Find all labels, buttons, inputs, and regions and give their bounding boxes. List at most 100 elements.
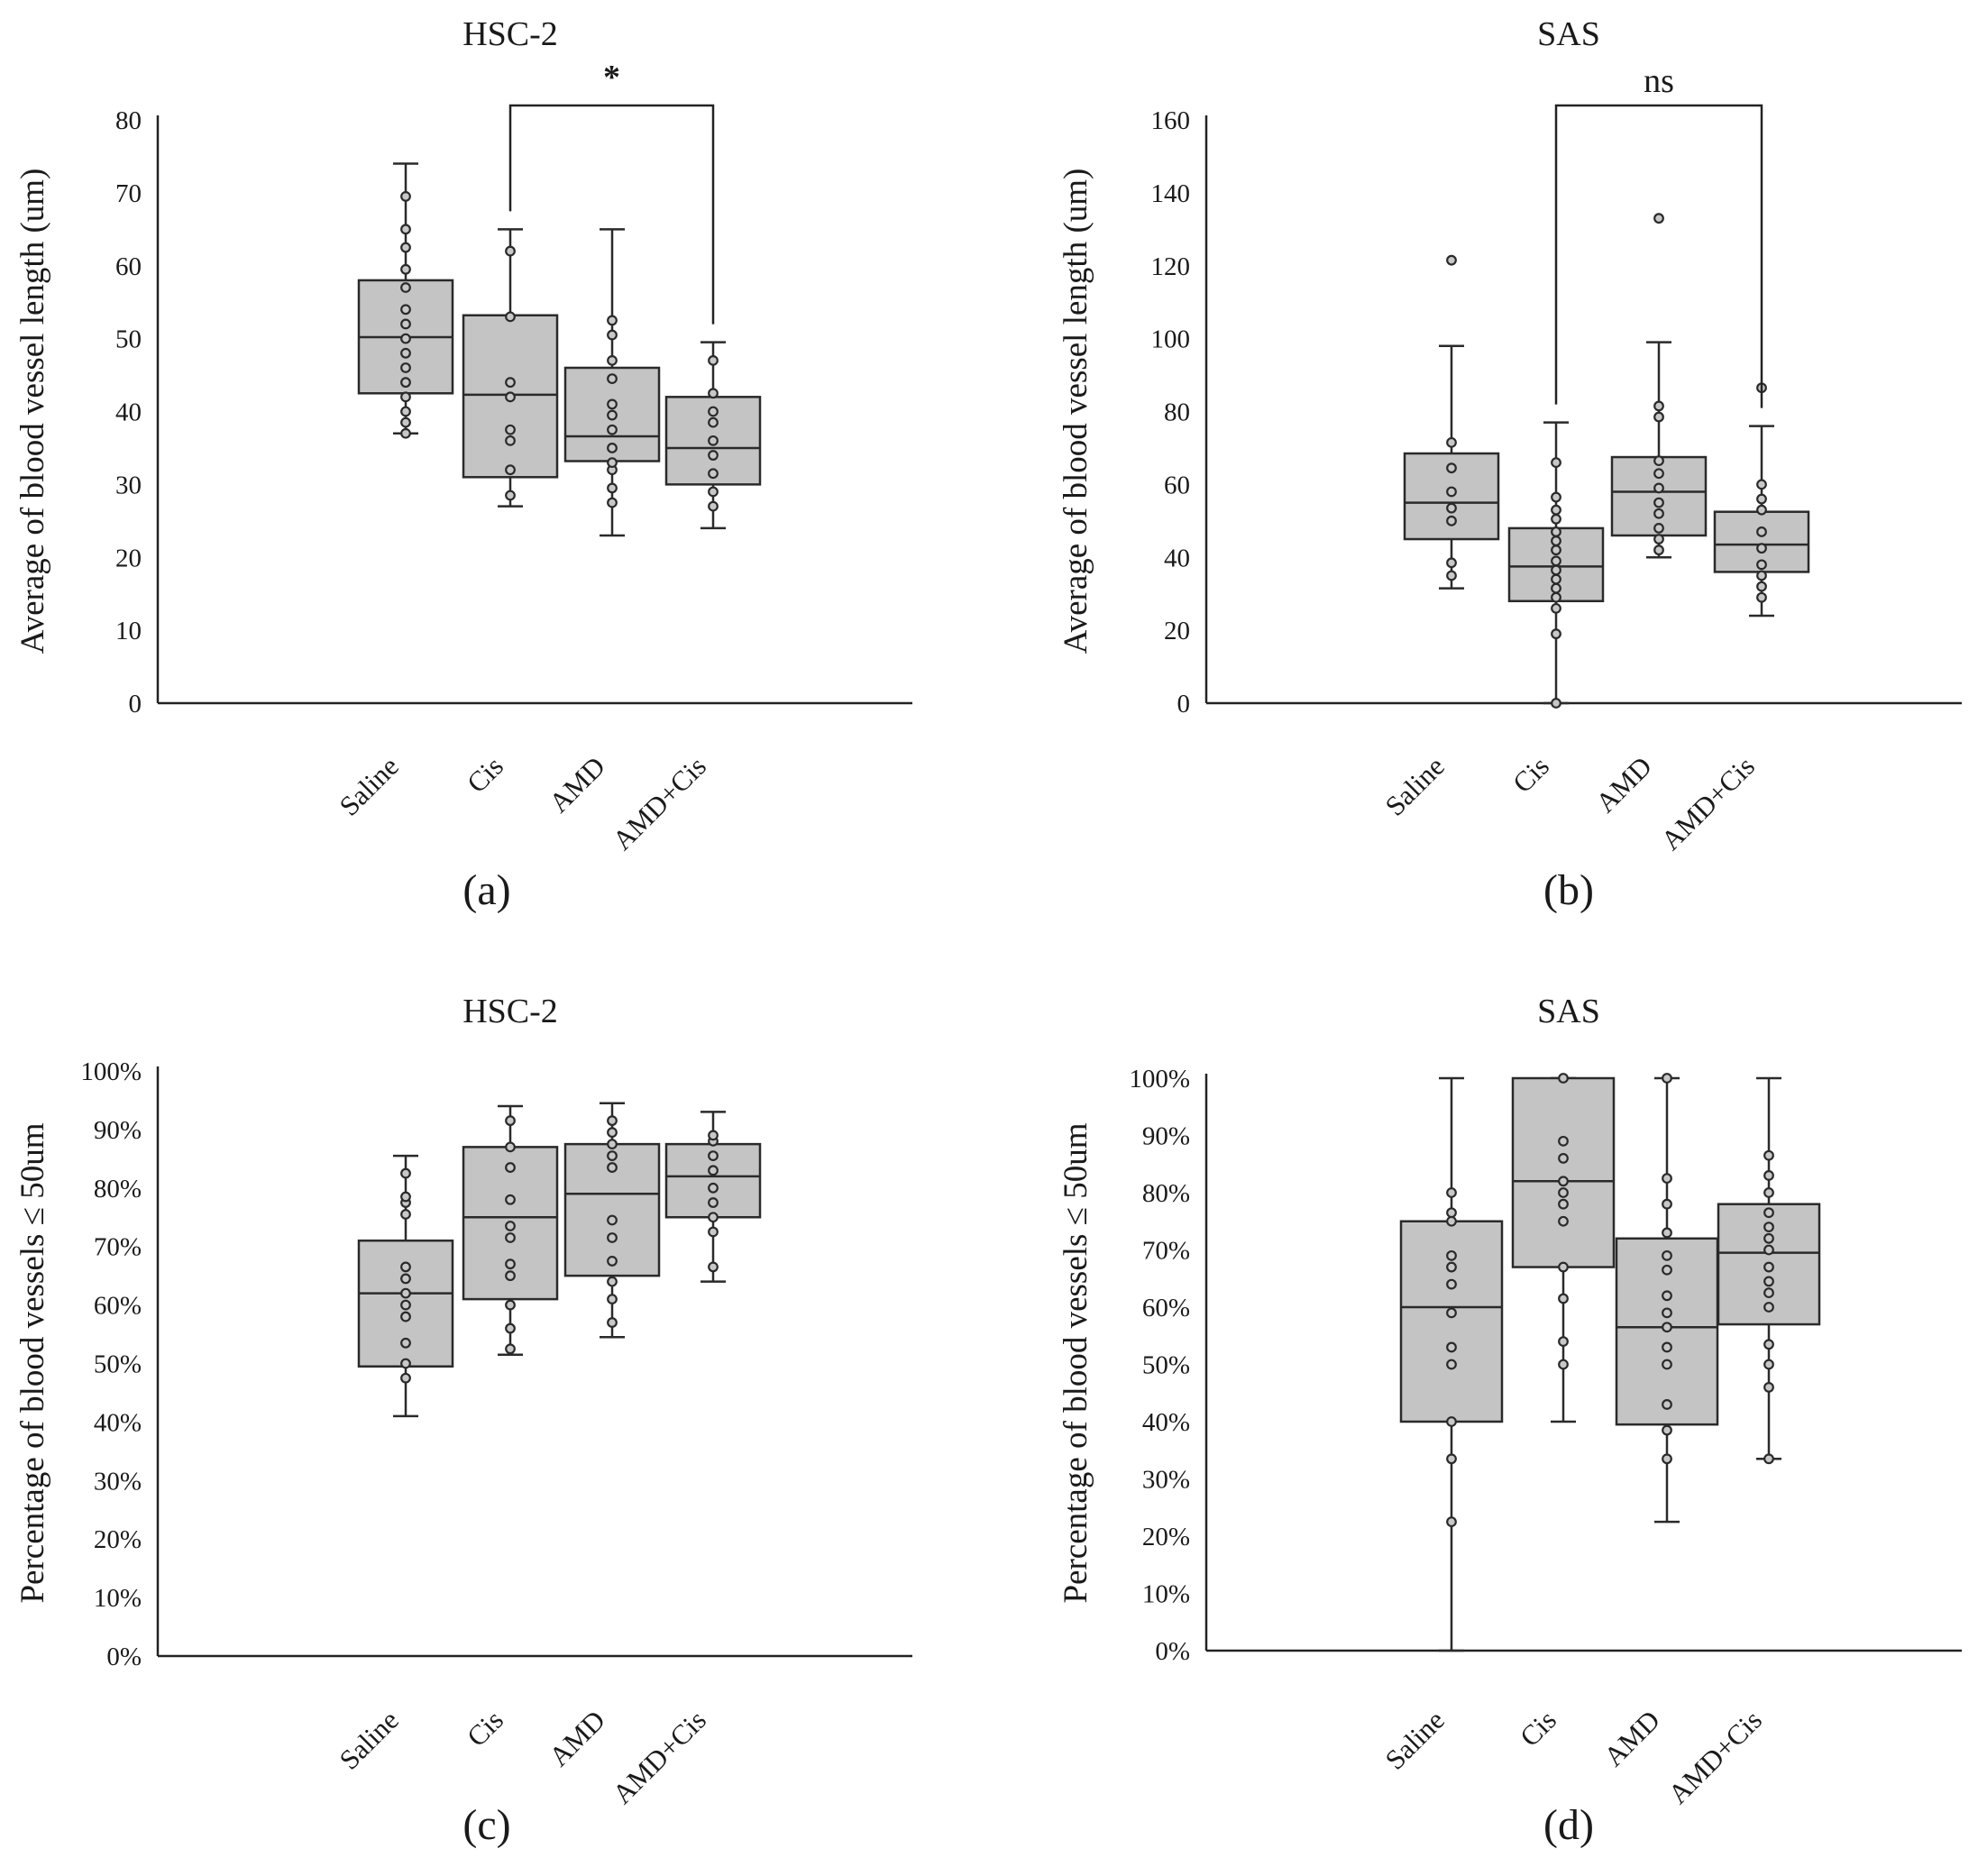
data-point (400, 1299, 411, 1311)
data-point (1763, 1261, 1774, 1273)
data-point (1551, 457, 1561, 469)
y-tick-label: 20 (115, 544, 142, 572)
y-tick-label: 40% (94, 1408, 142, 1437)
category-label: Saline (333, 1704, 405, 1776)
data-point (1763, 1287, 1774, 1299)
data-point (400, 1372, 411, 1384)
y-tick-label: 70% (1142, 1237, 1190, 1266)
data-point (1446, 1278, 1457, 1290)
box-amd-cis (664, 1111, 762, 1283)
data-point (708, 500, 719, 512)
data-point (400, 362, 411, 373)
y-tick-label: 60 (115, 252, 142, 281)
data-point (400, 1209, 411, 1220)
data-point (1558, 1198, 1569, 1210)
data-point (1551, 535, 1561, 546)
data-point (1558, 1261, 1569, 1273)
data-point (1446, 1453, 1457, 1465)
data-point (400, 191, 411, 202)
data-point (400, 263, 411, 275)
y-tick-label: 50% (1142, 1351, 1190, 1380)
data-point (1551, 628, 1561, 640)
data-point (1653, 468, 1664, 480)
data-point (505, 490, 516, 501)
data-point (1662, 1399, 1672, 1410)
box-amd-cis (1717, 1076, 1821, 1465)
chart-title: HSC-2 (462, 993, 558, 1030)
data-point (400, 406, 411, 417)
box-amd (563, 1102, 661, 1339)
data-point (708, 486, 719, 498)
data-point (1763, 1453, 1774, 1465)
y-axis-label: Average of blood vessel length (um) (14, 169, 51, 654)
data-point (1558, 1359, 1569, 1370)
data-point (708, 406, 719, 417)
data-point (1662, 1198, 1672, 1210)
panel-label: (a) (462, 866, 510, 914)
y-tick-label: 60% (94, 1292, 142, 1321)
data-point (607, 457, 618, 469)
data-point (1653, 544, 1664, 556)
category-label: Cis (461, 750, 509, 799)
data-point (1446, 436, 1457, 448)
data-point (607, 354, 618, 366)
data-point (1558, 1336, 1569, 1347)
data-point (607, 315, 618, 326)
data-point (607, 1317, 618, 1328)
data-point (1763, 1276, 1774, 1287)
data-point (607, 1256, 618, 1267)
data-point (708, 450, 719, 461)
y-tick-label: 0% (1155, 1637, 1190, 1666)
y-tick-label: 10 (115, 617, 142, 645)
data-point (1763, 1381, 1774, 1393)
data-point (708, 388, 719, 399)
data-point (708, 1150, 719, 1162)
y-tick-label: 140 (1151, 179, 1191, 208)
y-tick-label: 80 (1164, 398, 1190, 427)
data-point (1756, 526, 1767, 537)
data-point (400, 318, 411, 330)
category-label: AMD (1589, 750, 1658, 819)
box-cis (462, 1104, 559, 1357)
data-point (400, 1287, 411, 1299)
data-point (400, 1167, 411, 1179)
data-point (505, 464, 516, 476)
data-point (1446, 1416, 1457, 1427)
y-tick-label: 30 (115, 471, 142, 499)
data-point (1446, 486, 1457, 498)
y-tick-label: 40 (115, 398, 142, 427)
data-point (1756, 504, 1767, 516)
data-point (505, 435, 516, 446)
data-point (1763, 1302, 1774, 1313)
data-point (1551, 504, 1561, 516)
y-tick-label: 40 (1164, 544, 1190, 572)
data-point (607, 497, 618, 508)
category-label: Saline (1378, 1704, 1451, 1776)
data-point (708, 468, 719, 480)
data-point (1763, 1244, 1774, 1256)
y-tick-label: 20 (1164, 617, 1190, 645)
data-point (708, 416, 719, 428)
data-point (400, 242, 411, 253)
data-point (1662, 1424, 1672, 1436)
data-point (708, 1212, 719, 1223)
box-saline (357, 162, 454, 439)
data-point (400, 304, 411, 316)
box-amd (563, 228, 661, 537)
panel-label: (b) (1543, 866, 1594, 914)
data-point (400, 1358, 411, 1369)
data-point (400, 1273, 411, 1285)
significance-label: * (603, 59, 620, 96)
category-label: Cis (1506, 750, 1555, 799)
data-point (708, 1226, 719, 1238)
data-point (1558, 1152, 1569, 1164)
data-point (505, 1322, 516, 1334)
data-point (505, 1194, 516, 1205)
data-point (607, 1150, 618, 1162)
data-point (1756, 559, 1767, 571)
y-tick-label: 100% (1129, 1065, 1190, 1094)
data-point (1763, 1359, 1774, 1370)
data-point (708, 1130, 719, 1141)
